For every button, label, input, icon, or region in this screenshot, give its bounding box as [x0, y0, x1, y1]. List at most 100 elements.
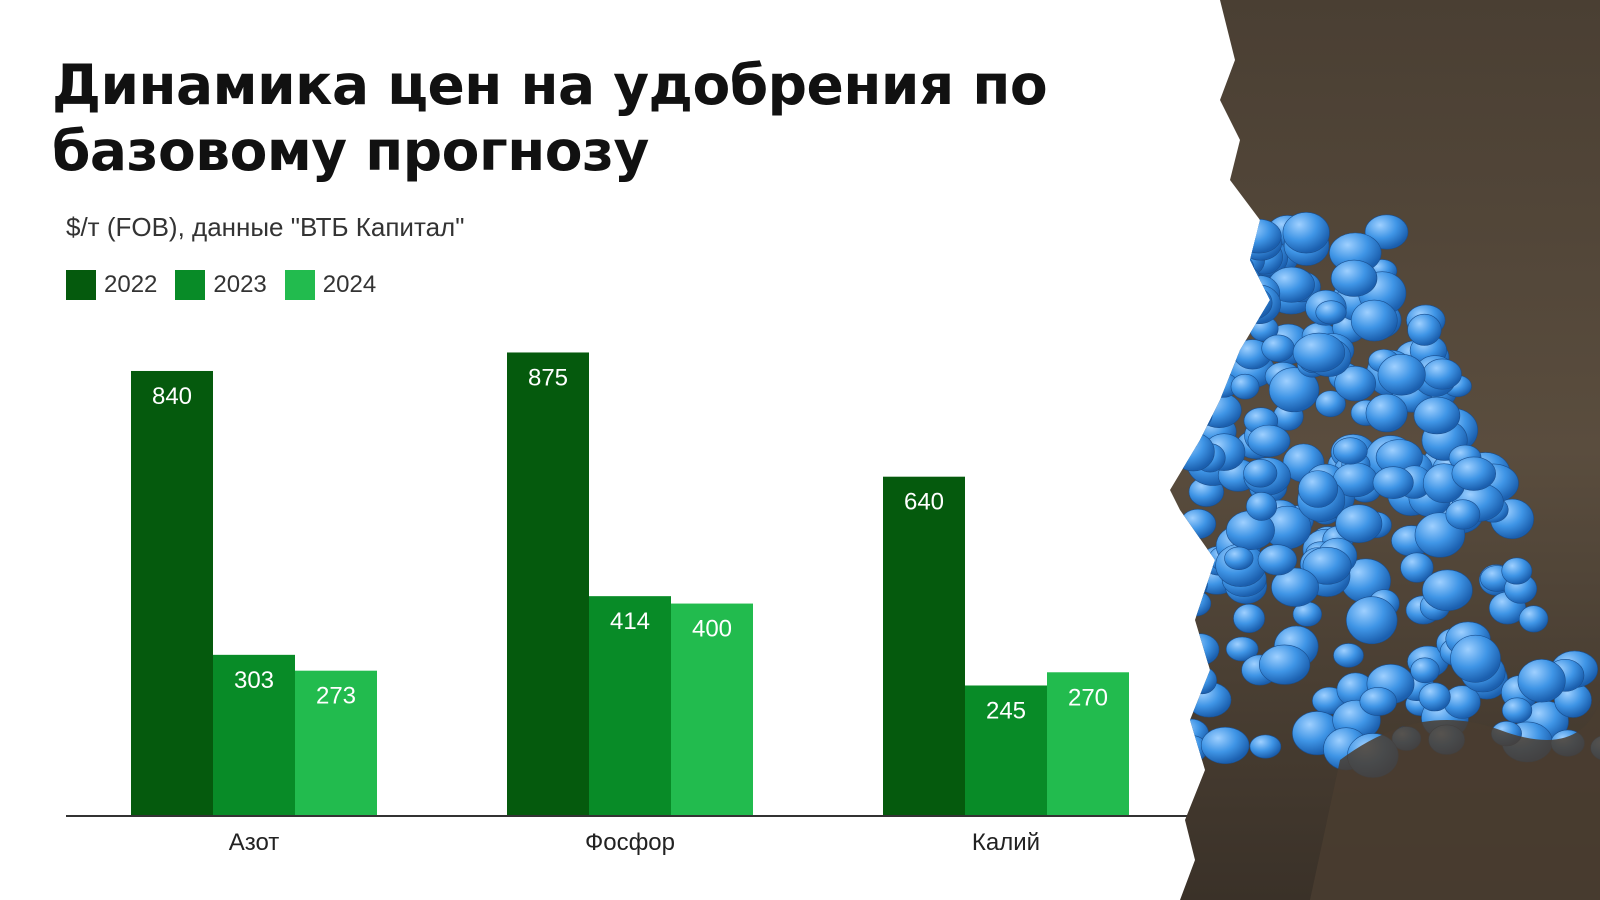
bar-1-2023 — [589, 596, 671, 815]
fertilizer-photo — [1160, 0, 1600, 900]
granule-shape — [1176, 299, 1228, 348]
granule-shape — [1315, 300, 1347, 325]
granule-shape — [1445, 499, 1481, 530]
granule-shape — [1236, 218, 1282, 254]
granule-shape — [1330, 259, 1378, 297]
granule-shape — [1282, 212, 1330, 254]
granule-shape — [1233, 603, 1265, 633]
granule-shape — [1179, 590, 1212, 617]
granule-shape — [1182, 391, 1213, 419]
granule-shape — [1249, 734, 1282, 759]
granule-shape — [1261, 334, 1295, 362]
bar-2-2024 — [1047, 672, 1129, 815]
bar-2-2023 — [965, 685, 1047, 815]
granule-shape — [1179, 633, 1220, 666]
granule-shape — [1268, 367, 1320, 413]
granule-shape — [1187, 666, 1217, 695]
granule-shape — [1177, 398, 1213, 431]
granule-shape — [1170, 279, 1217, 323]
granule-shape — [1225, 636, 1259, 662]
granule-shape — [1410, 657, 1440, 684]
bar-value-label-0-2022: 840 — [152, 383, 192, 410]
legend-swatch-2022 — [66, 270, 96, 300]
granule-shape — [1333, 643, 1364, 668]
granule-shape — [1400, 552, 1434, 583]
bar-0-2023 — [213, 654, 295, 815]
granule-shape — [1236, 284, 1281, 324]
granule-shape — [1422, 358, 1462, 390]
granule-shape — [1174, 569, 1208, 600]
bar-value-label-2-2024: 270 — [1068, 684, 1108, 711]
granule-shape — [1365, 393, 1408, 433]
granule-shape — [1418, 682, 1451, 712]
granule-shape — [1257, 544, 1297, 576]
bar-0-2022 — [131, 370, 213, 815]
granule-shape — [1205, 260, 1238, 287]
granule-shape — [1209, 253, 1241, 281]
granule-shape — [1335, 504, 1383, 544]
granule-shape — [1224, 546, 1254, 570]
granule-shape — [1271, 567, 1319, 607]
granule-shape — [1211, 293, 1247, 324]
category-label-0: Азот — [229, 829, 280, 856]
granule-shape — [1501, 557, 1533, 585]
granule-shape — [1501, 697, 1533, 724]
granule-shape — [1247, 424, 1291, 458]
bar-1-2022 — [507, 352, 589, 815]
legend: 2022 2023 2024 — [66, 270, 376, 300]
granule-shape — [1517, 659, 1566, 703]
granule-shape — [1292, 332, 1346, 373]
granule-shape — [1450, 634, 1501, 683]
granule-shape — [1451, 456, 1496, 491]
legend-item-2024: 2024 — [284, 270, 377, 300]
bar-value-label-1-2023: 414 — [610, 608, 650, 635]
blue-fertilizer-granules-photo — [1170, 0, 1600, 900]
legend-label-2023: 2023 — [213, 271, 267, 298]
granule-shape — [1170, 295, 1216, 342]
granule-shape — [1413, 396, 1461, 435]
granule-shape — [1422, 569, 1473, 612]
granule-shape — [1333, 437, 1368, 465]
legend-label-2022: 2022 — [104, 271, 158, 298]
granule-shape — [1183, 307, 1215, 331]
granule-shape — [1230, 373, 1260, 400]
legend-swatch-2024 — [284, 270, 315, 300]
granule-shape — [1350, 299, 1398, 342]
category-label-1: Фосфор — [585, 829, 675, 856]
chart-subtitle: $/т (FOB), данные "ВТБ Капитал" — [66, 212, 465, 242]
granule-shape — [1518, 605, 1549, 633]
granule-shape — [1224, 224, 1256, 251]
granule-shape — [1178, 358, 1226, 399]
granule-shape — [1200, 726, 1250, 764]
granule-shape — [1298, 470, 1339, 508]
granule-shape — [1178, 565, 1208, 589]
category-label-2: Калий — [972, 829, 1040, 856]
bar-value-label-0-2024: 273 — [316, 683, 356, 710]
legend-label-2024: 2024 — [322, 271, 377, 298]
granule-shape — [1258, 644, 1311, 685]
bar-0-2024 — [295, 670, 377, 815]
granule-shape — [1221, 253, 1255, 282]
granule-shape — [1334, 365, 1377, 402]
bar-value-label-1-2022: 875 — [528, 364, 568, 391]
granule-shape — [1179, 508, 1217, 539]
bar-value-label-2-2023: 245 — [986, 697, 1026, 724]
chart-title: Динамика цен на удобрения по базовому пр… — [52, 53, 1048, 183]
granule-shape — [1243, 459, 1278, 488]
granule-shape — [1315, 390, 1346, 418]
granule-shape — [1407, 313, 1442, 346]
granule-shape — [1198, 222, 1245, 264]
legend-swatch-2023 — [175, 270, 206, 300]
bar-1-2024 — [671, 603, 753, 815]
granule-shape — [1196, 392, 1242, 428]
granule-shape — [1222, 286, 1262, 318]
legend-item-2022: 2022 — [66, 270, 157, 300]
bar-value-label-1-2024: 400 — [692, 616, 732, 643]
granule-shape — [1213, 262, 1262, 300]
granule-shape — [1345, 596, 1398, 645]
granule-shape — [1359, 687, 1397, 716]
granule-shape — [1377, 353, 1426, 396]
legend-item-2023: 2023 — [175, 270, 267, 300]
bar-value-label-2-2022: 640 — [904, 489, 944, 516]
